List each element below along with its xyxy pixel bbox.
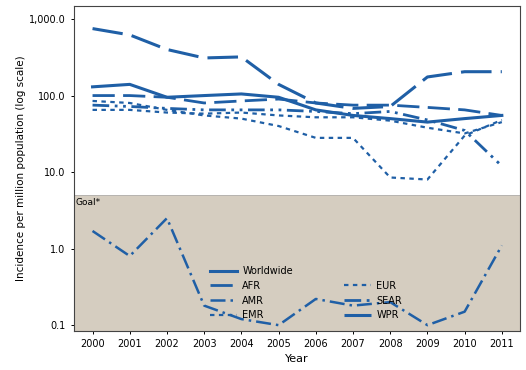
Y-axis label: Incidence per million population (log scale): Incidence per million population (log sc… (16, 55, 26, 281)
Bar (74, 6, 520, 195)
Bar (74, 195, 520, 330)
X-axis label: Year: Year (286, 354, 309, 364)
Text: Goal*: Goal* (76, 198, 101, 207)
Legend: EUR, SEAR, WPR: EUR, SEAR, WPR (342, 279, 404, 322)
